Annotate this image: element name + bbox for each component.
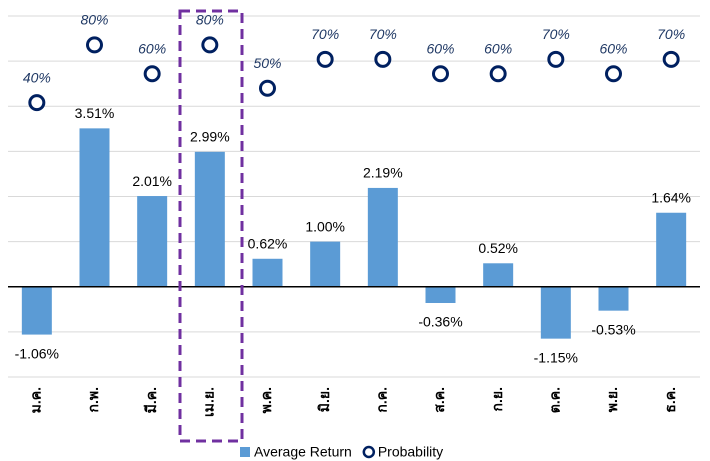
probability-label: 40% [23, 69, 51, 85]
legend-swatch [240, 447, 250, 457]
bar-value-label: 2.19% [363, 165, 403, 181]
bar-value-label: 1.64% [651, 189, 691, 205]
x-tick-label: ธ.ค. [662, 387, 678, 413]
probability-label: 60% [426, 40, 454, 56]
x-tick-label: เม.ย. [201, 387, 217, 417]
bar [194, 151, 225, 287]
bar-value-label: 0.52% [478, 240, 518, 256]
x-tick-label: ก.พ. [85, 387, 101, 412]
probability-marker [605, 65, 622, 83]
x-tick-label: ม.ค. [28, 387, 44, 413]
probability-label: 60% [138, 40, 166, 56]
probability-marker [201, 36, 219, 54]
highlight-box [178, 9, 244, 443]
probability-marker [86, 36, 103, 54]
bar-value-label: 0.62% [248, 235, 288, 251]
x-tick-label: มิ.ย. [316, 387, 332, 412]
probability-marker [432, 65, 449, 83]
probability-marker [374, 50, 392, 68]
x-tick-label: พ.ย. [604, 387, 620, 412]
bar [137, 196, 168, 287]
x-tick-label: ต.ค. [547, 387, 563, 413]
bar [598, 286, 629, 311]
bar-value-label: -0.36% [418, 314, 462, 330]
probability-marker [662, 50, 680, 68]
probability-label: 70% [311, 26, 339, 42]
bar-value-label: -0.53% [591, 321, 635, 337]
x-tick-label: มี.ค. [143, 387, 159, 413]
bar [252, 258, 283, 287]
bar [79, 128, 110, 287]
bar-value-label: -1.06% [15, 345, 59, 361]
probability-label: 70% [657, 26, 685, 42]
legend-label: Average Return [254, 444, 352, 460]
bar [656, 212, 687, 287]
bar-value-label: 2.01% [132, 173, 172, 189]
probability-label: 60% [484, 40, 512, 56]
bar [21, 286, 52, 335]
bar-value-label: 3.51% [75, 105, 115, 121]
x-tick-label: ก.ค. [374, 387, 390, 413]
x-tick-label: ก.ย. [489, 387, 505, 411]
bar-value-label: 2.99% [190, 129, 230, 145]
bar-value-label: -1.15% [534, 349, 578, 365]
legend-label: Probability [378, 444, 443, 460]
probability-marker [489, 65, 507, 83]
probability-marker [259, 79, 276, 97]
bar [310, 241, 341, 287]
probability-label: 70% [542, 26, 570, 42]
bar-value-label: 1.00% [305, 218, 345, 234]
x-tick-label: ส.ค. [431, 387, 447, 413]
probability-marker [316, 50, 334, 68]
probability-label: 70% [369, 26, 397, 42]
probability-marker [143, 65, 161, 83]
bar [540, 286, 571, 339]
probability-label: 80% [196, 12, 224, 28]
probability-label: 60% [599, 40, 627, 56]
x-tick-label: พ.ค. [258, 387, 274, 413]
bar [425, 286, 456, 303]
bar [483, 263, 514, 287]
legend-swatch [362, 445, 376, 459]
probability-marker [547, 50, 565, 68]
probability-label: 80% [80, 12, 108, 28]
probability-label: 50% [253, 55, 281, 71]
bar [367, 187, 398, 287]
probability-marker [28, 94, 46, 112]
